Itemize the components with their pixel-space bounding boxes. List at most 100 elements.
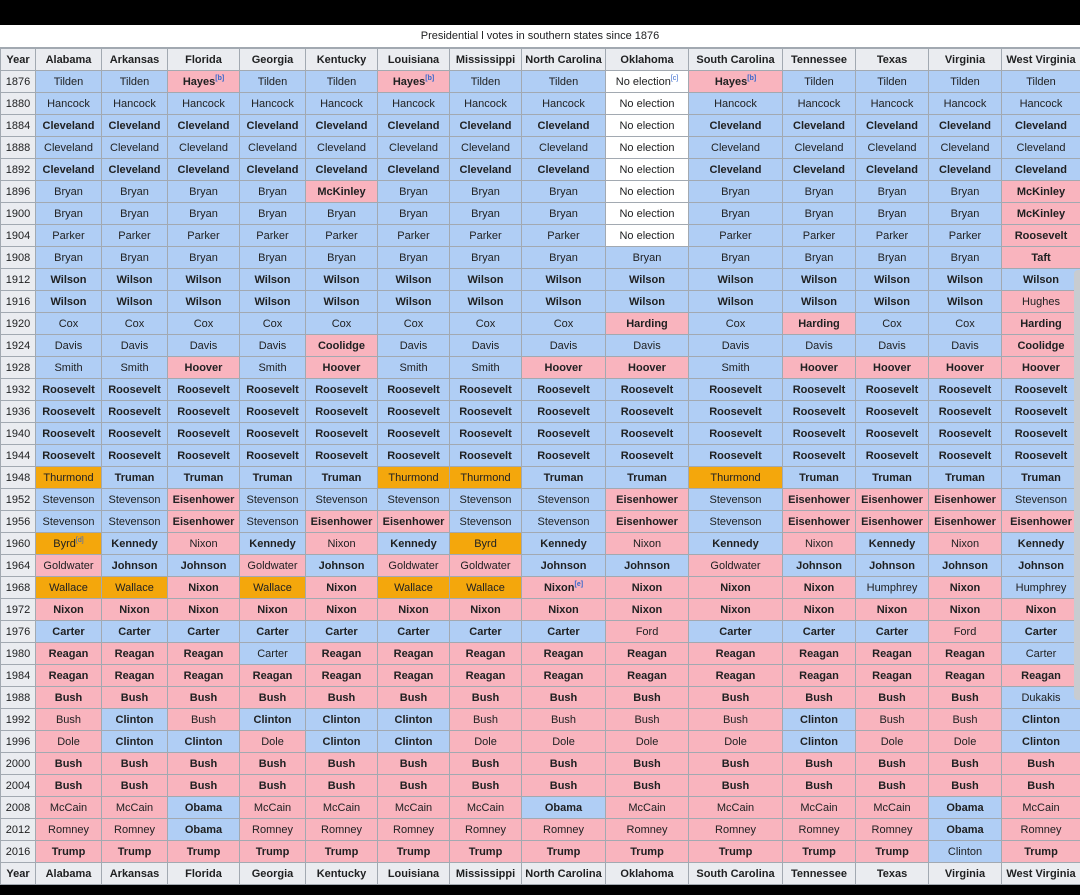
table-row: 2008 McCain McCain Obama McCain McCain McCain M… [0, 796, 1080, 819]
vote-cell-arkansas: Kennedy [101, 532, 168, 555]
vote-cell-texas: Wilson [855, 268, 929, 291]
vote-cell-kentucky: Nixon [305, 598, 378, 621]
vote-cell-west-virginia: Johnson [1001, 554, 1080, 577]
vote-cell-mississippi: Tilden [449, 70, 522, 93]
candidate-name: Wallace [253, 581, 292, 594]
vote-cell-mississippi: Parker [449, 224, 522, 247]
candidate-name: Nixon [803, 603, 835, 616]
candidate-name: Cox [955, 317, 975, 330]
candidate-name: Bryan [721, 207, 750, 220]
vote-cell-oklahoma: No election [605, 92, 689, 115]
candidate-name: Eisenhower [616, 493, 678, 506]
year-cell: 1952 [0, 488, 36, 511]
candidate-name: Tilden [257, 75, 288, 88]
candidate-name: Bryan [950, 251, 980, 264]
candidate-name: Bryan [258, 251, 287, 264]
candidate-name: Clinton [253, 713, 292, 726]
vote-cell-west-virginia: Roosevelt [1001, 378, 1080, 401]
candidate-name: Wilson [947, 295, 983, 308]
vote-cell-oklahoma: Bush [605, 774, 689, 797]
candidate-name: Roosevelt [177, 449, 230, 462]
scrollbar-handle[interactable] [1074, 270, 1080, 700]
header-arkansas: Arkansas [101, 48, 168, 71]
bottom-band [0, 885, 1080, 895]
vote-cell-georgia: Clinton [239, 708, 306, 731]
table-row: 1984 Reagan Reagan Reagan Reagan Reagan Reagan… [0, 664, 1080, 687]
vote-cell-tennessee: Hancock [782, 92, 856, 115]
candidate-name: Johnson [942, 559, 988, 572]
candidate-name: Wilson [467, 273, 504, 286]
vote-cell-georgia: Tilden [239, 70, 306, 93]
candidate-name: Johnson [796, 559, 842, 572]
candidate-name: McCain [628, 801, 666, 814]
candidate-name: Reagan [48, 647, 89, 660]
table-row: 1892 Cleveland Cleveland Cleveland Cleveland… [0, 158, 1080, 181]
candidate-name: Roosevelt [459, 383, 512, 396]
vote-cell-alabama: Tilden [35, 70, 102, 93]
vote-cell-arkansas: Smith [101, 356, 168, 379]
header-north-carolina: North Carolina [521, 48, 606, 71]
candidate-name: Bryan [877, 185, 907, 198]
candidate-name: Trump [255, 845, 290, 858]
footnote-link[interactable]: [e] [574, 580, 584, 588]
vote-cell-florida: Nixon [167, 532, 240, 555]
candidate-name: Reagan [872, 669, 912, 682]
candidate-name: Cox [403, 317, 424, 330]
vote-cell-florida: Clinton [167, 730, 240, 753]
vote-cell-georgia: Bush [239, 774, 306, 797]
candidate-name: Wilson [185, 295, 222, 308]
candidate-name: Cleveland [1016, 141, 1066, 154]
vote-cell-kentucky: Carter [305, 620, 378, 643]
candidate-name: Bush [721, 691, 750, 704]
candidate-name: Parker [397, 229, 430, 242]
candidate-name: Parker [875, 229, 909, 242]
vote-cell-texas: Bush [855, 686, 929, 709]
footnote-link[interactable]: [c] [670, 74, 679, 82]
vote-cell-mississippi: Wallace [449, 576, 522, 599]
vote-cell-mississippi: Carter [449, 620, 522, 643]
candidate-name: McCain [716, 801, 755, 814]
candidate-name: Reagan [321, 647, 362, 660]
vote-cell-virginia: Hoover [928, 356, 1002, 379]
vote-cell-north-carolina: Cleveland [521, 158, 606, 181]
footnote-link[interactable]: [b] [747, 74, 757, 82]
year-cell: 1920 [0, 312, 36, 335]
candidate-name: Cleveland [387, 163, 440, 176]
vote-cell-south-carolina: Cleveland [688, 136, 783, 159]
candidate-name: Coolidge [1017, 339, 1065, 352]
vote-cell-arkansas: Tilden [101, 70, 168, 93]
vote-cell-south-carolina: Bush [688, 686, 783, 709]
footer-oklahoma: Oklahoma [605, 862, 689, 885]
candidate-name: Hayes [714, 75, 748, 88]
candidate-name: Wilson [254, 295, 291, 308]
candidate-name: Cleveland [866, 163, 918, 176]
vote-cell-arkansas: Hancock [101, 92, 168, 115]
vote-cell-south-carolina: Hancock [688, 92, 783, 115]
candidate-name: Bryan [950, 207, 980, 220]
vote-cell-arkansas: Cleveland [101, 114, 168, 137]
vote-cell-south-carolina: Trump [688, 840, 783, 863]
candidate-name: Parker [469, 229, 502, 242]
candidate-name: Carter [325, 625, 358, 638]
header-tennessee: Tennessee [782, 48, 856, 71]
candidate-name: Bush [120, 757, 149, 770]
vote-cell-alabama: Reagan [35, 642, 102, 665]
vote-cell-north-carolina: Wilson [521, 268, 606, 291]
header-mississippi: Mississippi [449, 48, 522, 71]
vote-cell-alabama: Wilson [35, 290, 102, 313]
vote-cell-virginia: Dole [928, 730, 1002, 753]
footnote-link[interactable]: [b] [425, 74, 435, 82]
footnote-link[interactable]: [b] [215, 74, 225, 82]
candidate-name: Wallace [466, 581, 505, 594]
vote-cell-north-carolina: Bryan [521, 246, 606, 269]
candidate-name: Bryan [54, 185, 83, 198]
vote-cell-south-carolina: Roosevelt [688, 378, 783, 401]
vote-cell-west-virginia: Coolidge [1001, 334, 1080, 357]
vote-cell-arkansas: Cleveland [101, 136, 168, 159]
footnote-link[interactable]: [d] [75, 536, 84, 544]
vote-cell-kentucky: Wilson [305, 268, 378, 291]
vote-cell-louisiana: Kennedy [377, 532, 450, 555]
vote-cell-texas: Bush [855, 752, 929, 775]
vote-cell-georgia: Romney [239, 818, 306, 841]
vote-cell-west-virginia: Roosevelt [1001, 400, 1080, 423]
